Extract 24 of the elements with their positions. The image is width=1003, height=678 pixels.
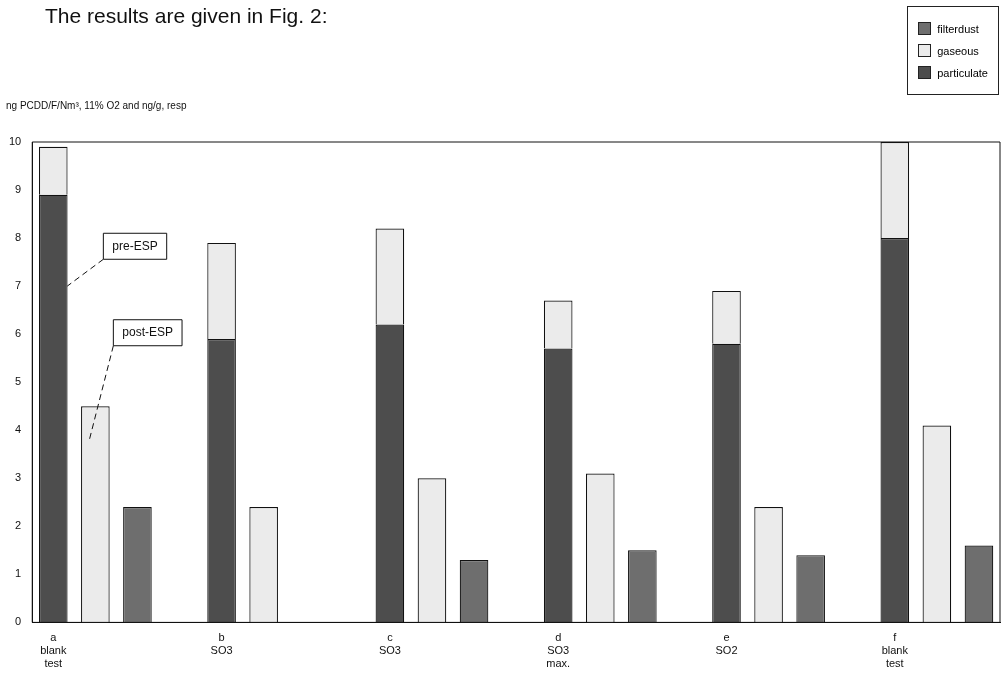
x-tick-label: f blank test bbox=[881, 631, 909, 670]
x-tick-label: e SO2 bbox=[715, 631, 738, 657]
y-tick-label: 3 bbox=[15, 471, 22, 484]
y-tick-label: 2 bbox=[15, 519, 22, 532]
annotation: pre-ESP bbox=[112, 238, 158, 253]
legend-label: filterdust bbox=[937, 22, 979, 35]
y-tick-label: 6 bbox=[15, 327, 22, 340]
y-tick-label: 0 bbox=[15, 615, 22, 628]
y-axis-title: ng PCDD/F/Nm³, 11% O2 and ng/g, resp bbox=[6, 100, 187, 111]
y-tick-label: 5 bbox=[15, 375, 22, 388]
x-tick-label: c SO3 bbox=[378, 631, 401, 657]
x-tick-label: d SO3 max. bbox=[546, 631, 571, 670]
y-tick-label: 8 bbox=[15, 231, 22, 244]
x-tick-label: a blank test bbox=[40, 631, 67, 670]
legend-label: gaseous bbox=[937, 44, 979, 57]
annotation: post-ESP bbox=[122, 325, 174, 340]
x-tick-label: b SO3 bbox=[210, 631, 233, 657]
y-tick-label: 4 bbox=[15, 423, 22, 436]
y-tick-label: 7 bbox=[15, 279, 22, 292]
y-tick-label: 9 bbox=[15, 183, 22, 196]
y-tick-label: 10 bbox=[8, 135, 22, 148]
legend-label: particulate bbox=[937, 66, 988, 79]
y-tick-label: 1 bbox=[15, 567, 22, 580]
chart-title: The results are given in Fig. 2: bbox=[45, 4, 328, 28]
